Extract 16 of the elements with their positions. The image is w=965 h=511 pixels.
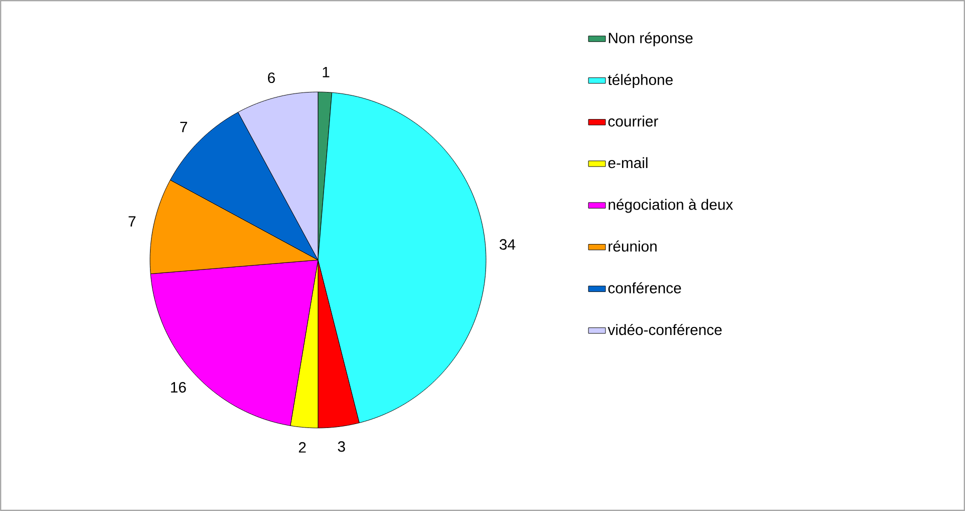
data-label: 34 — [500, 239, 516, 250]
legend-label: courrier — [608, 116, 658, 127]
data-label: 2 — [298, 442, 306, 453]
legend-label: conférence — [608, 282, 681, 294]
data-label: 6 — [268, 72, 275, 84]
data-label: 1 — [322, 67, 330, 78]
legend-label: vidéo-conférence — [608, 324, 722, 336]
legend-label: réunion — [608, 240, 657, 252]
legend-label: téléphone — [608, 74, 673, 88]
data-label: 7 — [128, 216, 136, 227]
data-label: 16 — [171, 382, 186, 393]
legend-label: négociation à deux — [608, 198, 733, 213]
data-label: 3 — [338, 441, 346, 452]
legend-label: Non réponse — [608, 32, 693, 46]
legend-label: e-mail — [608, 157, 648, 168]
data-label: 7 — [180, 122, 188, 132]
